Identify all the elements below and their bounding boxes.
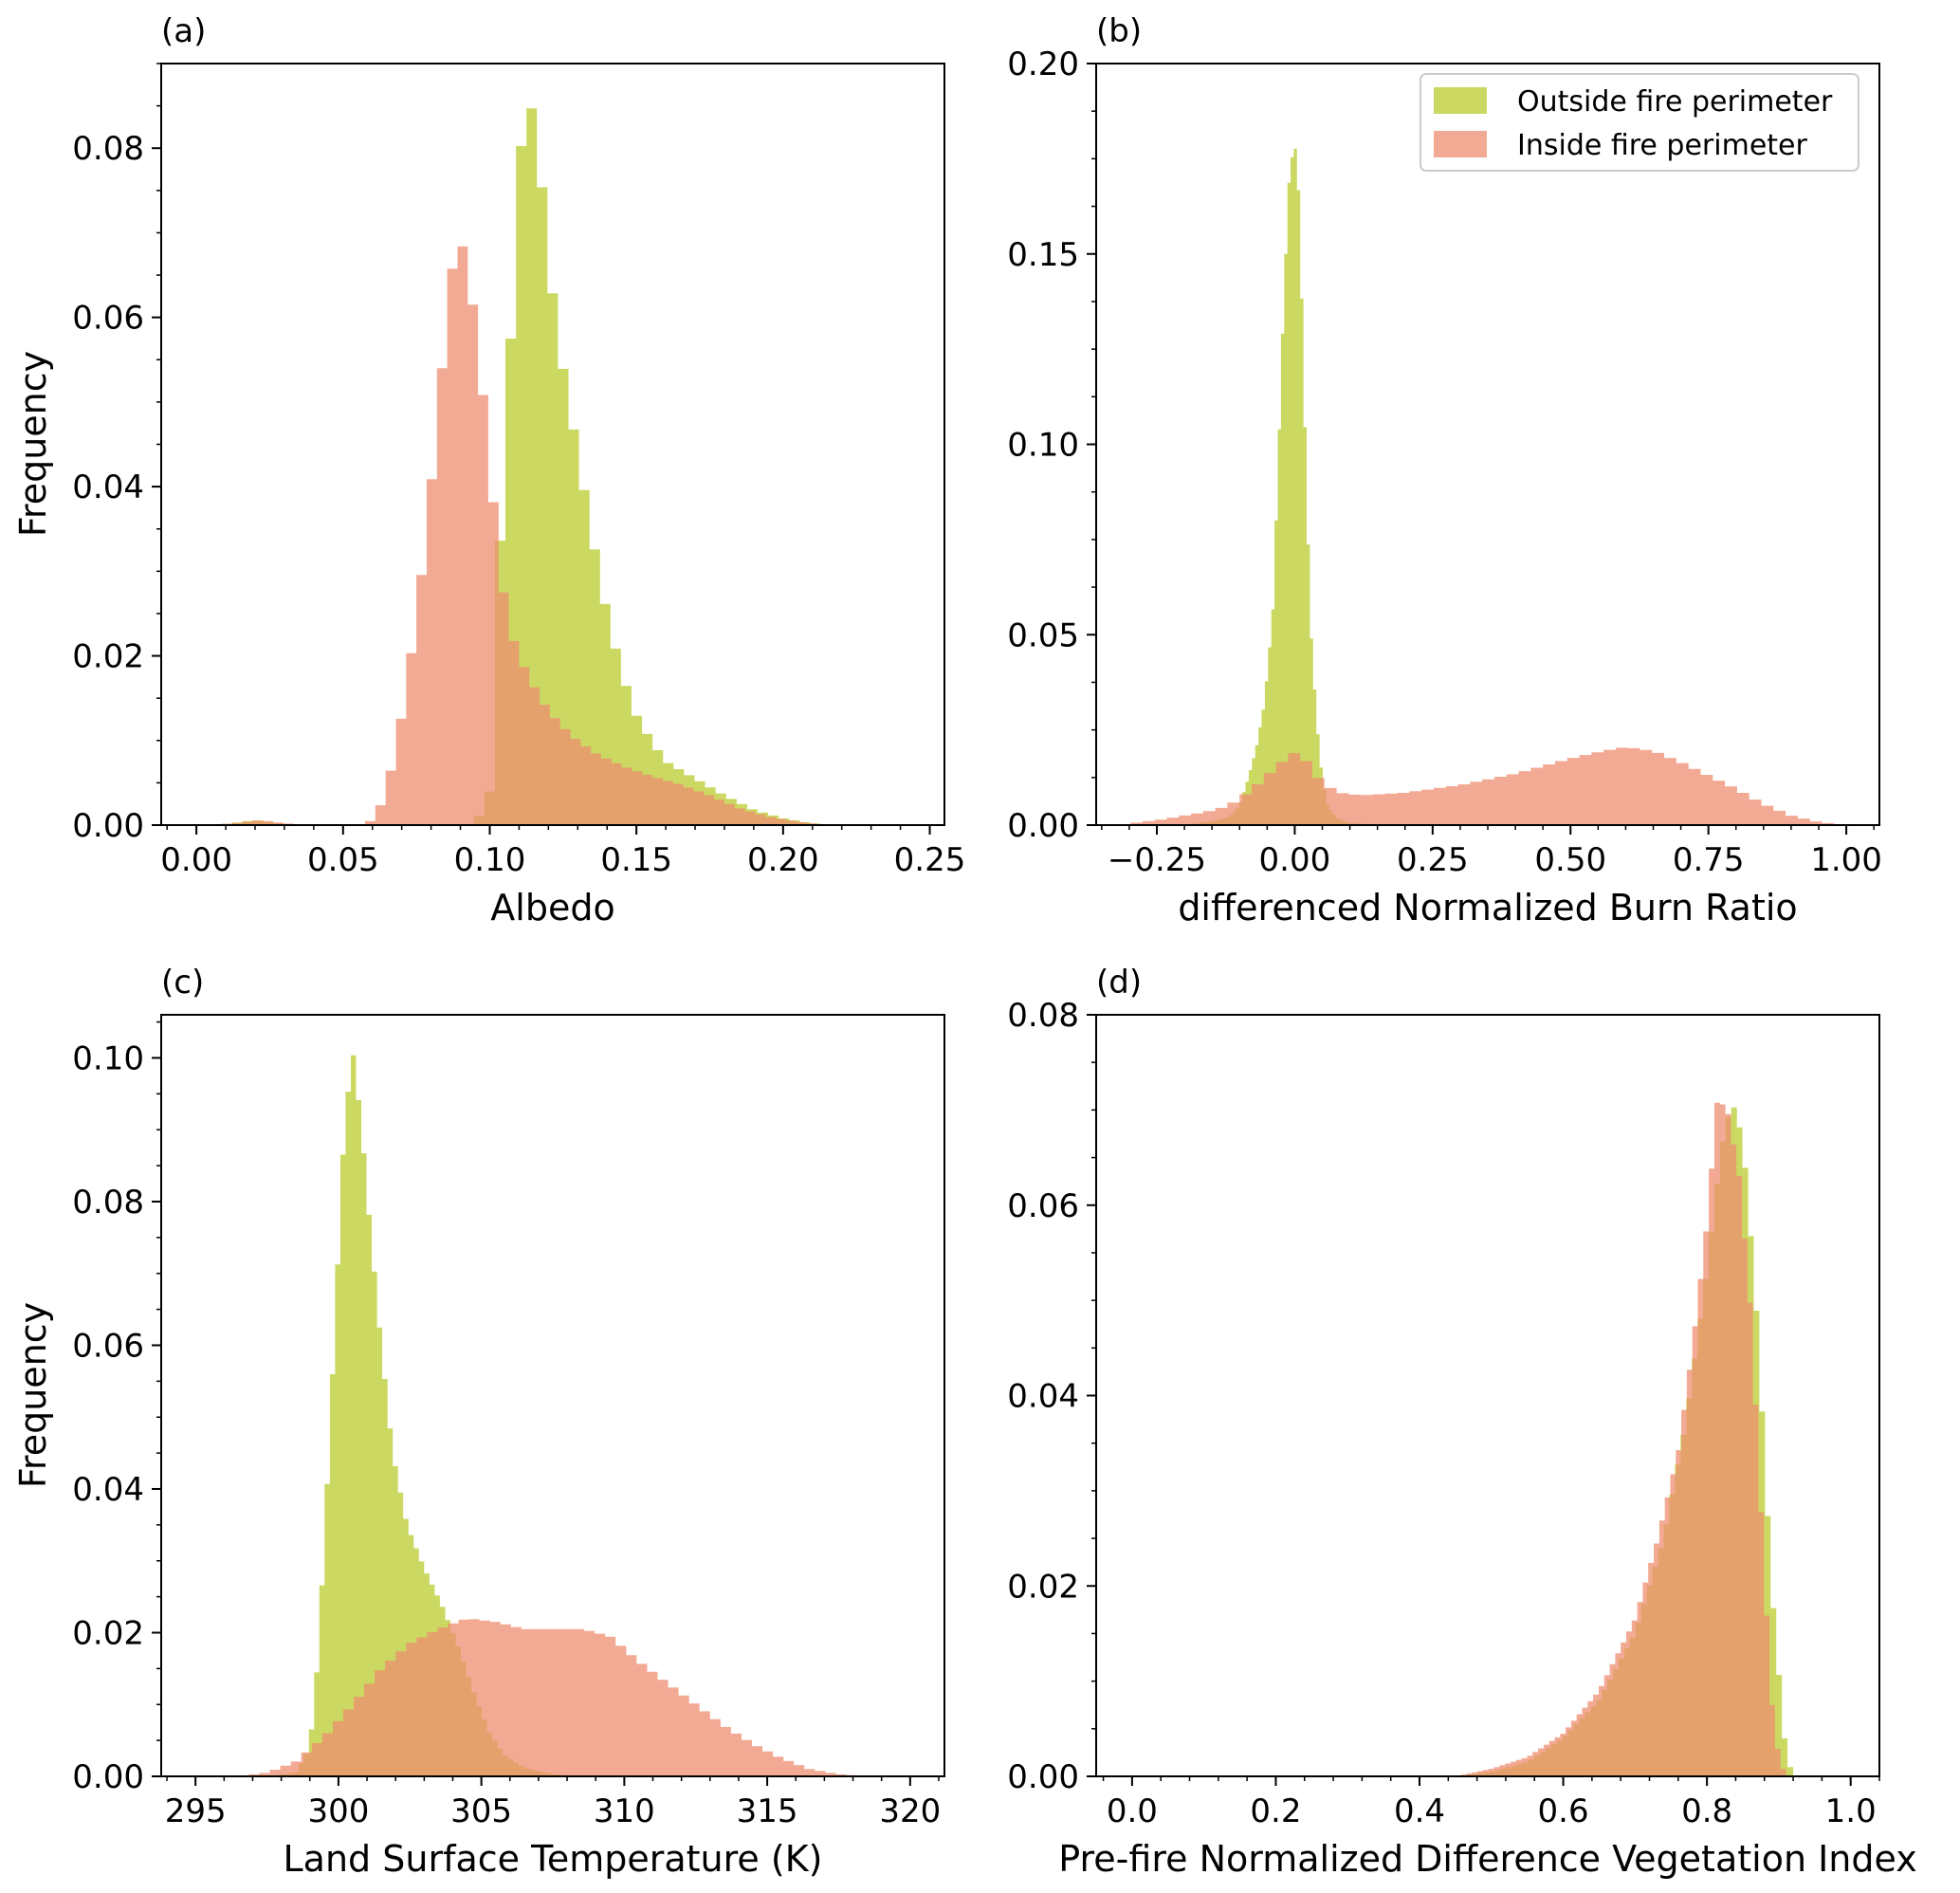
histogram-outside-a xyxy=(211,108,842,825)
y-tick-label-c: 0.04 xyxy=(72,1471,144,1509)
panel-b: (b) differenced Normalized Burn Ratio −0… xyxy=(1007,12,1882,928)
x-axis-label-a: Albedo xyxy=(490,887,614,928)
x-ticks-b: −0.25 0.00 0.25 0.50 0.75 1.00 xyxy=(1101,825,1882,879)
histogram-inside-c xyxy=(238,1619,868,1776)
y-tick-label-d: 0.00 xyxy=(1007,1758,1079,1796)
x-axis-label-d: Pre-fire Normalized Difference Vegetatio… xyxy=(1058,1838,1916,1880)
y-tick-label-b: 0.00 xyxy=(1007,807,1079,845)
panel-c: (c) Land Surface Temperature (K) Frequen… xyxy=(12,964,945,1880)
x-tick-label-a: 0.25 xyxy=(894,841,966,879)
x-axis-label-c: Land Surface Temperature (K) xyxy=(284,1838,823,1880)
legend-swatch-outside xyxy=(1434,87,1487,114)
x-tick-label-d: 0.6 xyxy=(1538,1792,1589,1830)
x-tick-label-c: 315 xyxy=(737,1792,798,1830)
y-tick-label-c: 0.08 xyxy=(72,1184,144,1222)
legend-frame xyxy=(1420,73,1859,172)
x-tick-label-b: −0.25 xyxy=(1108,841,1206,879)
y-tick-label-a: 0.06 xyxy=(72,300,144,338)
legend: Outside fire perimeter Inside fire perim… xyxy=(1420,73,1859,172)
x-tick-label-c: 300 xyxy=(307,1792,369,1830)
plot-area-b xyxy=(1118,148,1847,825)
panel-d: (d) Pre-fire Normalized Difference Veget… xyxy=(1007,964,1916,1880)
x-tick-label-b: 0.50 xyxy=(1534,841,1606,879)
plot-area-c xyxy=(238,1055,868,1776)
panel-label-c: (c) xyxy=(161,964,204,1002)
plot-area-d xyxy=(1455,1102,1794,1776)
x-ticks-a: 0.00 0.05 0.10 0.15 0.20 0.25 xyxy=(160,825,965,879)
y-tick-label-a: 0.02 xyxy=(72,638,144,676)
legend-swatch-inside xyxy=(1434,131,1487,157)
y-axis-label-c: Frequency xyxy=(12,1302,54,1488)
y-ticks-a: 0.00 0.02 0.04 0.06 0.08 xyxy=(72,63,161,845)
x-tick-label-d: 0.8 xyxy=(1681,1792,1732,1830)
panel-a: (a) Albedo Frequency 0.00 0.05 0.10 0.15 0.2… xyxy=(12,12,965,928)
histogram-inside-b xyxy=(1118,747,1847,825)
x-tick-label-b: 1.00 xyxy=(1810,841,1882,879)
y-tick-label-d: 0.04 xyxy=(1007,1378,1079,1416)
x-tick-label-c: 320 xyxy=(879,1792,941,1830)
axes-frame-c xyxy=(160,1014,945,1777)
x-axis-label-b: differenced Normalized Burn Ratio xyxy=(1178,887,1797,928)
x-tick-label-a: 0.05 xyxy=(307,841,379,879)
y-tick-label-d: 0.08 xyxy=(1007,997,1079,1035)
x-tick-label-d: 0.0 xyxy=(1107,1792,1158,1830)
y-tick-label-c: 0.00 xyxy=(72,1758,144,1796)
panel-label-b: (b) xyxy=(1096,12,1142,50)
x-tick-label-a: 0.00 xyxy=(160,841,232,879)
y-tick-label-b: 0.10 xyxy=(1007,427,1079,465)
x-tick-label-b: 0.00 xyxy=(1259,841,1331,879)
x-tick-label-a: 0.20 xyxy=(747,841,819,879)
x-tick-label-a: 0.15 xyxy=(600,841,672,879)
y-tick-label-a: 0.04 xyxy=(72,469,144,506)
x-ticks-d: 0.0 0.2 0.4 0.6 0.8 1.0 xyxy=(1102,1776,1880,1830)
y-tick-label-d: 0.06 xyxy=(1007,1187,1079,1225)
legend-label-outside: Outside fire perimeter xyxy=(1517,85,1833,119)
y-tick-label-d: 0.02 xyxy=(1007,1568,1079,1606)
y-tick-label-c: 0.06 xyxy=(72,1327,144,1365)
y-axis-label-a: Frequency xyxy=(12,351,54,537)
x-ticks-c: 295 300 305 310 315 320 xyxy=(165,1776,941,1830)
x-tick-label-d: 0.4 xyxy=(1394,1792,1445,1830)
y-ticks-d: 0.00 0.02 0.04 0.06 0.08 xyxy=(1007,997,1096,1796)
x-tick-label-d: 1.0 xyxy=(1825,1792,1877,1830)
panel-label-a: (a) xyxy=(161,12,206,50)
x-tick-label-a: 0.10 xyxy=(454,841,526,879)
histogram-inside-a xyxy=(211,246,828,825)
y-tick-label-c: 0.10 xyxy=(72,1039,144,1077)
y-tick-label-c: 0.02 xyxy=(72,1614,144,1652)
x-tick-label-d: 0.2 xyxy=(1250,1792,1301,1830)
y-tick-label-a: 0.08 xyxy=(72,130,144,168)
x-tick-label-b: 0.25 xyxy=(1397,841,1469,879)
x-tick-label-c: 310 xyxy=(594,1792,655,1830)
y-tick-label-a: 0.00 xyxy=(72,807,144,845)
x-tick-label-c: 295 xyxy=(165,1792,227,1830)
histogram-inside-d xyxy=(1455,1102,1786,1776)
legend-label-inside: Inside fire perimeter xyxy=(1517,129,1807,162)
y-ticks-c: 0.00 0.02 0.04 0.06 0.08 0.10 xyxy=(72,1020,161,1796)
y-tick-label-b: 0.20 xyxy=(1007,46,1079,83)
histogram-outside-b xyxy=(1184,148,1378,825)
histogram-outside-c xyxy=(266,1055,582,1776)
plot-area-a xyxy=(211,108,842,825)
x-tick-label-c: 305 xyxy=(450,1792,512,1830)
y-tick-label-b: 0.05 xyxy=(1007,616,1079,654)
x-tick-label-b: 0.75 xyxy=(1673,841,1745,879)
panel-label-d: (d) xyxy=(1096,964,1142,1002)
y-tick-label-b: 0.15 xyxy=(1007,236,1079,274)
y-ticks-b: 0.00 0.05 0.10 0.15 0.20 xyxy=(1007,46,1096,845)
